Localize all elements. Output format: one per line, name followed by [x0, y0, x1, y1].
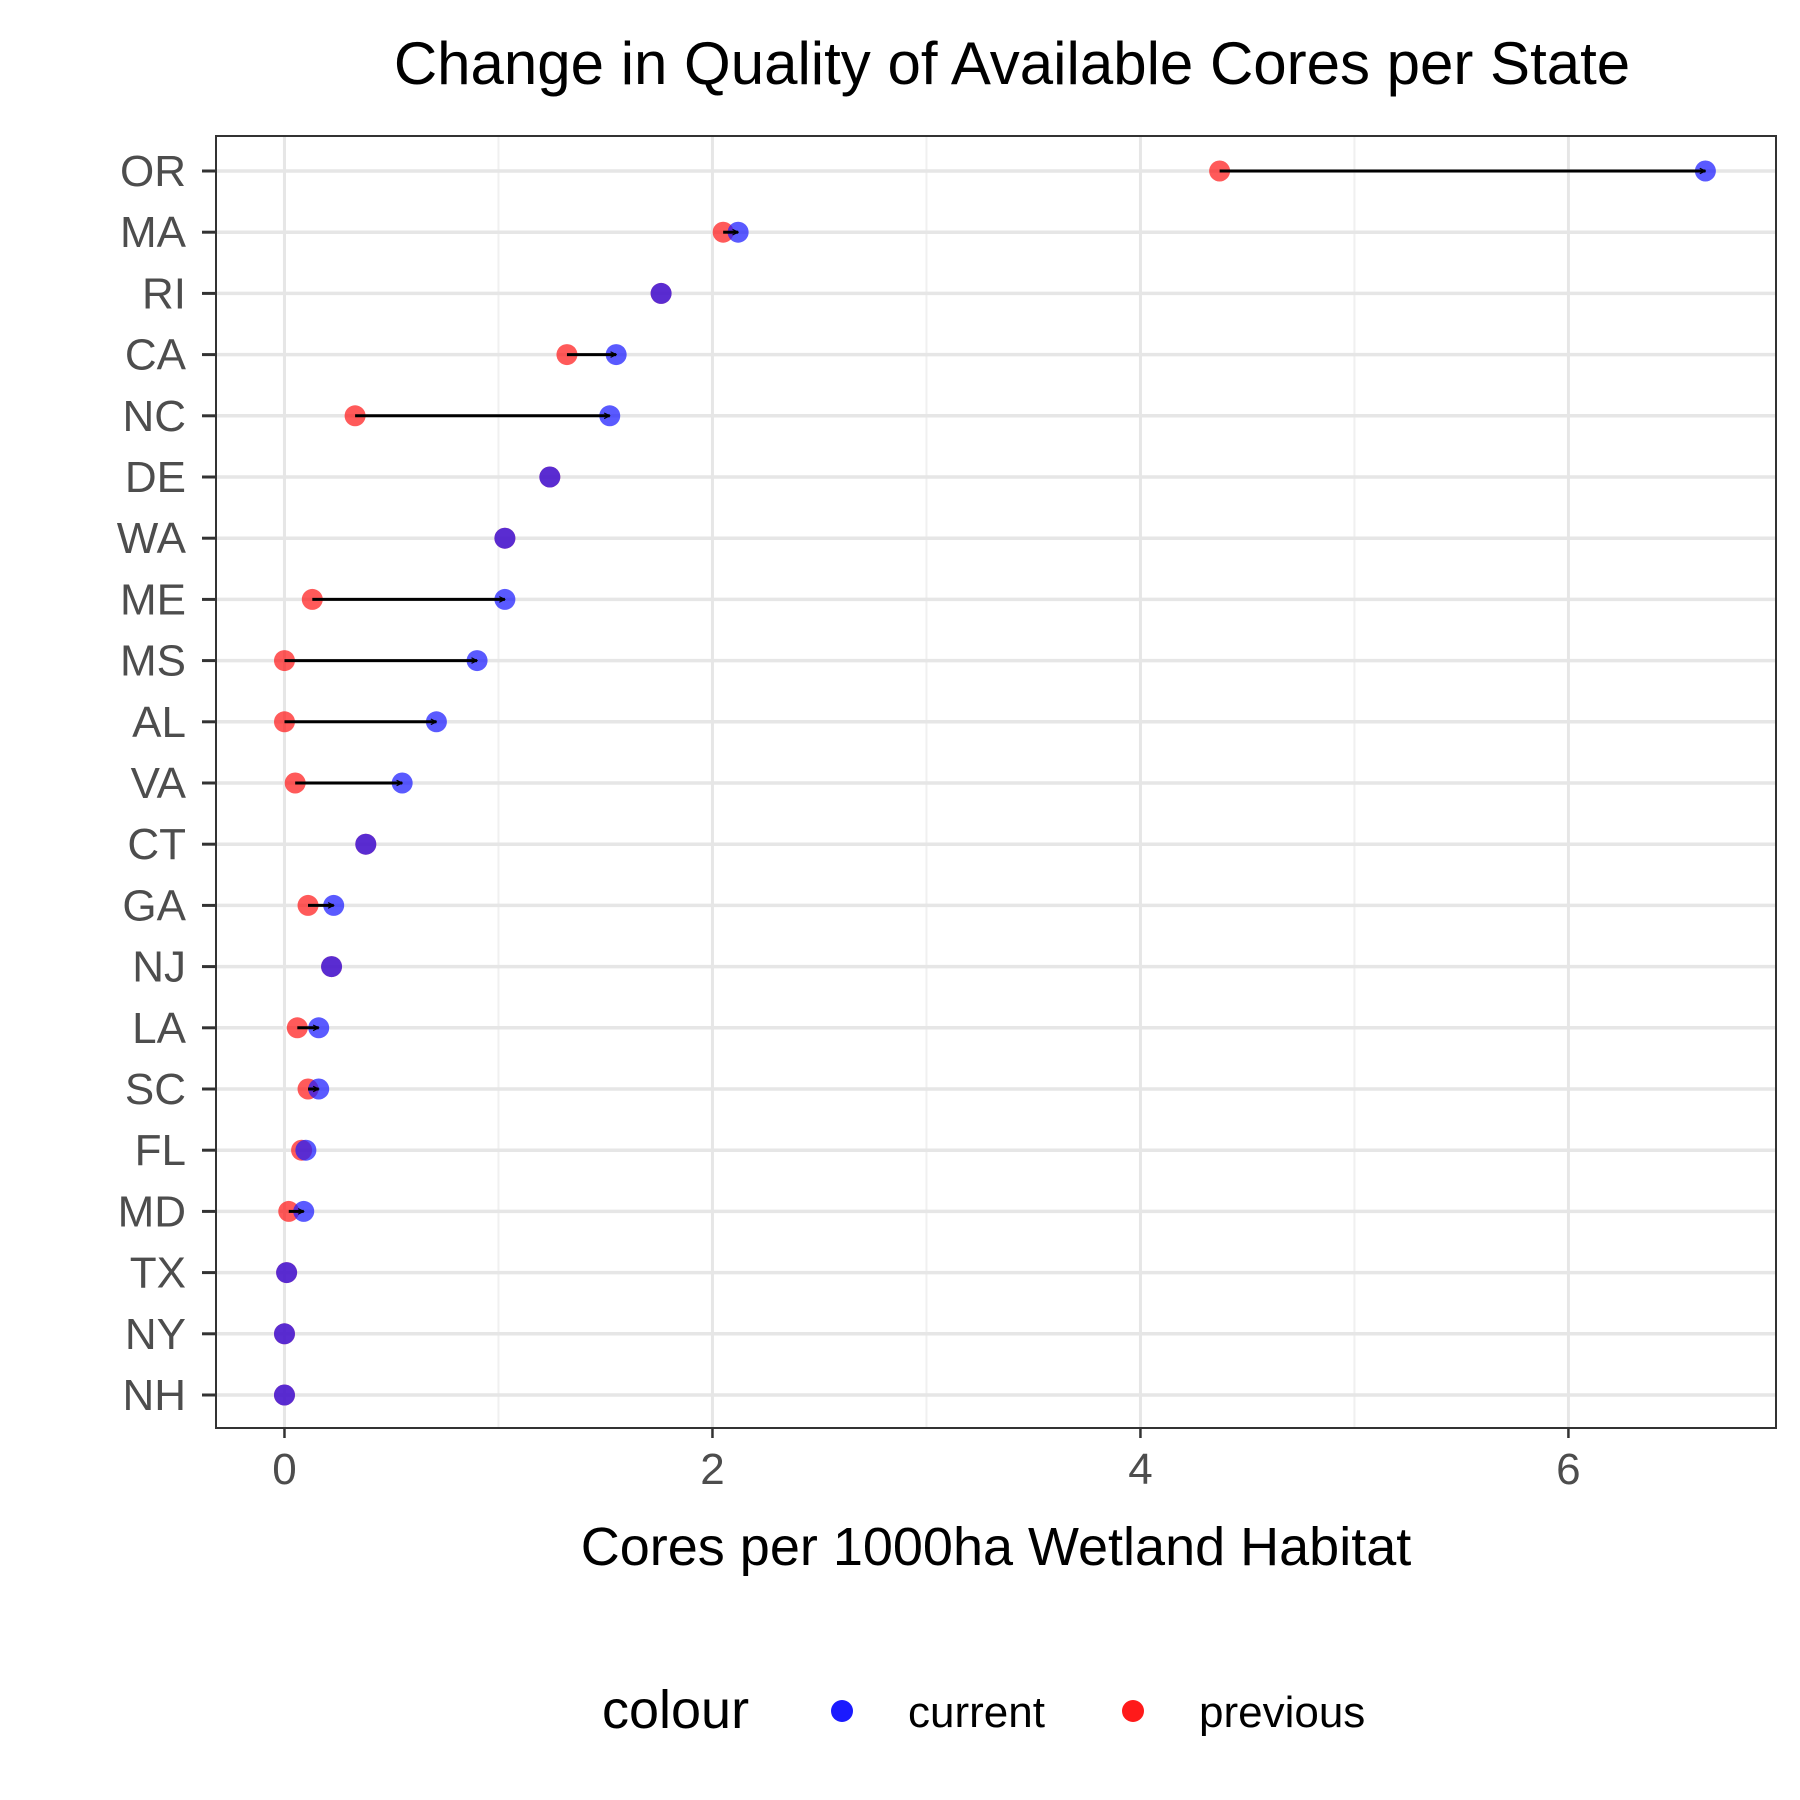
y-tick-label: NH — [122, 1371, 186, 1420]
y-tick-label: CT — [127, 820, 186, 869]
data-point-current — [355, 833, 377, 855]
y-tick-label: VA — [131, 759, 187, 808]
y-axis: OR MA RI CA NC DE WA ME MS AL VA CT GA NJ LA SC FL MD TX NY… — [117, 147, 216, 1420]
y-tick-label: LA — [132, 1004, 186, 1053]
y-tick-label: NJ — [132, 943, 186, 992]
chart-title: Change in Quality of Available Cores per… — [394, 30, 1630, 97]
data-point-current — [276, 1262, 298, 1284]
x-tick-label: 4 — [1128, 1445, 1152, 1494]
data-point-current — [321, 956, 343, 978]
y-tick-label: MA — [120, 208, 187, 257]
x-tick-label: 2 — [700, 1445, 724, 1494]
plot-grid — [216, 136, 1776, 1428]
x-tick-label: 0 — [272, 1445, 296, 1494]
y-tick-label: AL — [132, 698, 186, 747]
data-point-current — [273, 1384, 295, 1406]
data-point-current — [273, 1323, 295, 1345]
legend-key-previous — [1122, 1700, 1144, 1722]
x-axis-title: Cores per 1000ha Wetland Habitat — [581, 1517, 1412, 1577]
plot-marks — [273, 160, 1716, 1406]
data-point-current — [494, 527, 516, 549]
legend-label-previous: previous — [1199, 1688, 1365, 1737]
y-tick-label: NC — [122, 392, 186, 441]
legend-title: colour — [602, 1680, 749, 1740]
y-tick-label: NY — [125, 1310, 186, 1359]
y-tick-label: MD — [118, 1187, 186, 1236]
data-point-current — [539, 466, 561, 488]
x-axis: 0 2 4 6 — [272, 1428, 1581, 1494]
y-tick-label: CA — [125, 331, 187, 380]
y-tick-label: DE — [125, 453, 186, 502]
data-point-current — [650, 282, 672, 304]
legend-key-current — [831, 1700, 853, 1722]
y-tick-label: WA — [117, 514, 187, 563]
legend-item-previous: previous — [1122, 1688, 1365, 1737]
y-tick-label: TX — [130, 1249, 186, 1298]
legend-label-current: current — [908, 1688, 1045, 1737]
y-tick-label: GA — [122, 881, 186, 930]
x-tick-label: 6 — [1556, 1445, 1580, 1494]
data-point-current — [295, 1139, 317, 1161]
legend-item-current: current — [831, 1688, 1045, 1737]
y-tick-label: OR — [120, 147, 186, 196]
y-tick-label: RI — [142, 269, 186, 318]
legend: colour current previous — [602, 1680, 1365, 1740]
y-tick-label: FL — [135, 1126, 186, 1175]
y-tick-label: SC — [125, 1065, 186, 1114]
y-tick-label: MS — [120, 637, 186, 686]
y-tick-label: ME — [120, 575, 186, 624]
